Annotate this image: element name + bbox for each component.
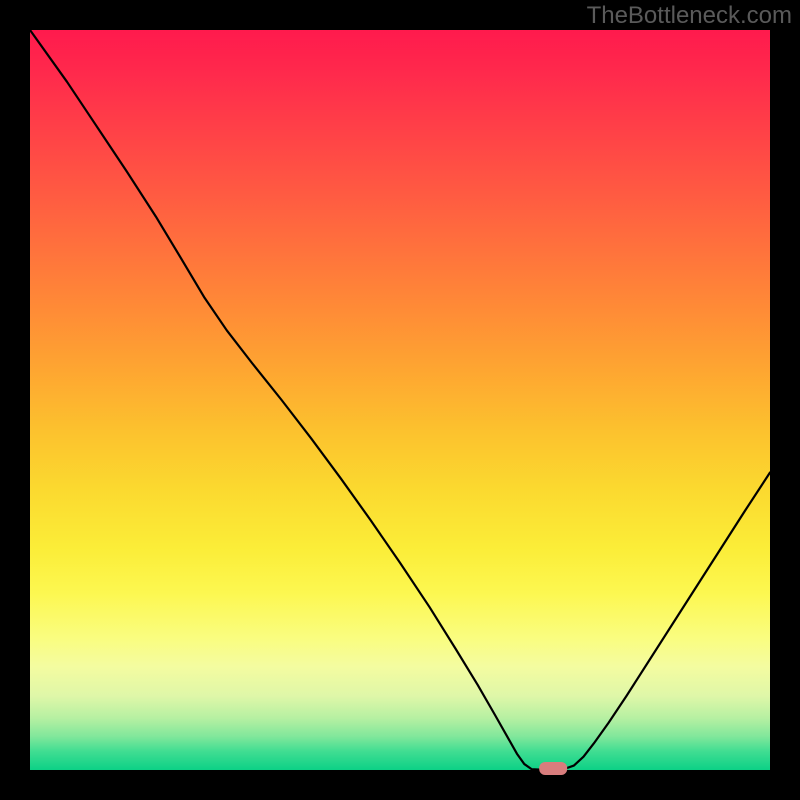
optimal-marker <box>539 762 567 775</box>
attribution-text: TheBottleneck.com <box>587 2 792 30</box>
bottleneck-chart <box>0 0 800 800</box>
plot-gradient-background <box>30 30 770 770</box>
chart-container: TheBottleneck.com <box>0 0 800 800</box>
